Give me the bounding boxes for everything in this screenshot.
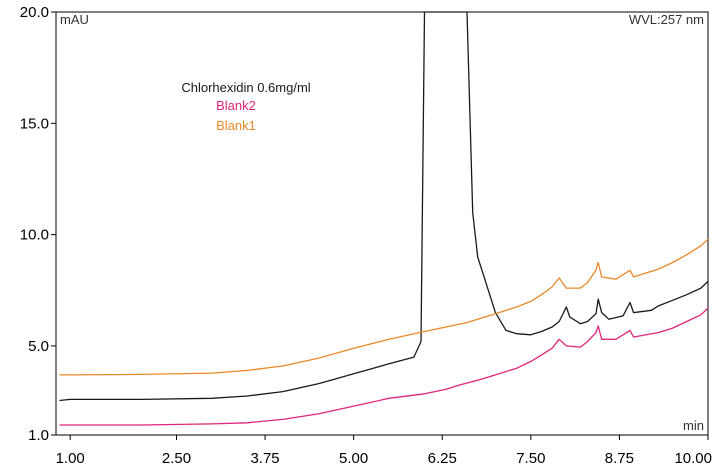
x-tick-label: 8.75 <box>605 450 634 467</box>
legend-entry-blank2: Blank2 <box>216 98 256 113</box>
x-tick-label: 5.00 <box>339 450 368 467</box>
y-tick-label: 1.0 <box>28 427 49 444</box>
series-layer <box>59 11 709 426</box>
x-axis-ticks: 1.00 2.50 3.75 5.00 6.25 7.50 8.75 10.00 <box>56 435 712 467</box>
y-tick-label: 15.0 <box>20 115 49 132</box>
x-tick-label: 3.75 <box>250 450 279 467</box>
x-tick-label: 6.25 <box>428 450 457 467</box>
series-line-0 <box>59 11 709 402</box>
x-tick-label: 10.00 <box>674 450 712 467</box>
x-tick-label: 7.50 <box>516 450 545 467</box>
x-tick-label: 2.50 <box>162 450 191 467</box>
x-tick-label: 1.00 <box>56 450 85 467</box>
plot-frame <box>55 11 709 436</box>
y-tick-label: 20.0 <box>20 4 49 21</box>
x-axis-unit: min <box>683 418 704 433</box>
y-tick-label: 5.0 <box>28 338 49 355</box>
legend-entry-chlorhexidin: Chlorhexidin 0.6mg/ml <box>181 80 310 95</box>
legend-entry-blank1: Blank1 <box>216 118 256 133</box>
series-line-1 <box>59 307 709 426</box>
series-line-2 <box>59 238 709 376</box>
y-axis-ticks: 1.0 5.0 10.0 15.0 20.0 <box>20 4 56 444</box>
y-tick-label: 10.0 <box>20 227 49 244</box>
wavelength-label: WVL:257 nm <box>629 12 704 27</box>
y-axis-unit: mAU <box>60 12 89 27</box>
